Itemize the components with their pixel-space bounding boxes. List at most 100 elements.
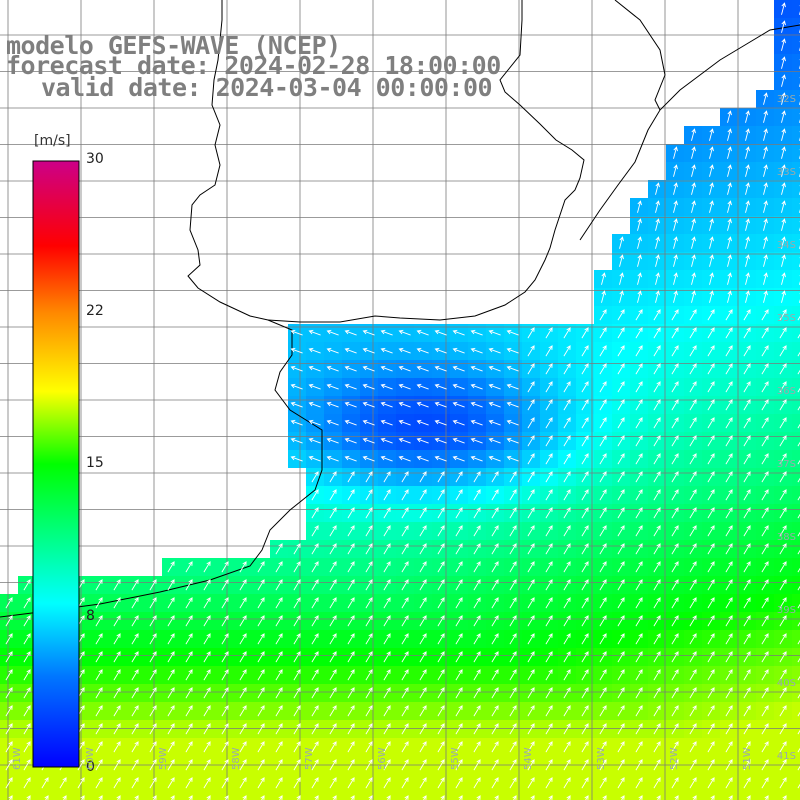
- wind-arrow: [653, 543, 661, 555]
- wind-arrow: [599, 705, 607, 717]
- wind-arrow: [779, 723, 787, 735]
- wind-arrow: [509, 615, 517, 627]
- wind-arrow: [257, 651, 265, 663]
- wind-arrow: [725, 507, 733, 519]
- wind-arrow: [709, 272, 714, 285]
- wind-arrow: [419, 525, 427, 537]
- wind-arrow: [473, 525, 481, 537]
- wind-arrow: [344, 437, 357, 444]
- wind-arrow: [599, 723, 607, 735]
- coastline-north: [267, 0, 585, 323]
- wind-arrow: [709, 236, 714, 249]
- wind-arrow: [494, 795, 499, 800]
- wind-arrow: [745, 164, 750, 177]
- wind-arrow: [671, 723, 679, 735]
- wind-arrow: [527, 489, 535, 501]
- wind-arrow: [416, 455, 429, 462]
- wind-arrow: [709, 200, 714, 213]
- wind-arrow: [689, 723, 697, 735]
- wind-arrow: [599, 615, 607, 627]
- wind-arrow: [473, 705, 481, 717]
- wind-arrow: [689, 417, 697, 429]
- wind-arrow: [707, 615, 715, 627]
- wind-arrow: [5, 723, 13, 735]
- wind-arrow: [185, 687, 193, 699]
- wind-arrow: [275, 633, 283, 645]
- wind-arrow: [707, 471, 715, 483]
- wind-arrow: [455, 525, 463, 537]
- wind-arrow: [95, 633, 103, 645]
- wind-arrow: [383, 597, 391, 609]
- wind-arrow: [527, 399, 535, 411]
- wind-arrow: [380, 437, 393, 444]
- wind-arrow: [599, 327, 607, 339]
- wind-arrow: [671, 759, 679, 771]
- wind-arrow: [671, 597, 679, 609]
- wind-cell: [792, 630, 800, 648]
- wind-arrow: [293, 597, 301, 609]
- wind-arrow: [434, 419, 447, 426]
- wind-arrow: [455, 579, 463, 591]
- wind-arrow: [437, 759, 445, 771]
- wind-arrow: [380, 329, 393, 336]
- wind-arrow: [727, 164, 732, 177]
- wind-arrow: [671, 669, 679, 681]
- wind-arrow: [401, 615, 409, 627]
- wind-arrow: [113, 615, 121, 627]
- wind-arrow: [527, 705, 535, 717]
- wind-arrow: [707, 651, 715, 663]
- wind-arrow: [635, 669, 643, 681]
- wind-cell: [702, 792, 720, 800]
- wind-arrow: [422, 795, 427, 800]
- wind-arrow: [509, 633, 517, 645]
- wind-arrow: [383, 471, 391, 483]
- wind-arrow: [401, 489, 409, 501]
- wind-arrow: [8, 795, 13, 800]
- wind-arrow: [509, 561, 517, 573]
- wind-arrow: [167, 759, 175, 771]
- wind-arrow: [673, 254, 678, 267]
- wind-arrow: [167, 651, 175, 663]
- wind-arrow: [779, 687, 787, 699]
- wind-arrow: [419, 615, 427, 627]
- wind-arrow: [743, 471, 751, 483]
- wind-arrow: [545, 363, 553, 375]
- wind-arrow: [727, 236, 732, 249]
- wind-arrow: [401, 705, 409, 717]
- wind-arrow: [655, 254, 660, 267]
- wind-arrow: [326, 401, 339, 408]
- wind-arrow: [23, 597, 31, 609]
- wind-arrow: [761, 759, 769, 771]
- wind-arrow: [455, 489, 463, 501]
- wind-arrow: [311, 651, 319, 663]
- wind-arrow: [671, 453, 679, 465]
- wind-arrow: [635, 597, 643, 609]
- wind-arrow: [275, 705, 283, 717]
- wind-arrow: [491, 615, 499, 627]
- wind-arrow: [470, 419, 483, 426]
- wind-arrow: [655, 272, 660, 285]
- wind-arrow: [781, 236, 786, 249]
- longitude-label: 55W: [450, 747, 461, 770]
- wind-arrow: [779, 471, 787, 483]
- wind-arrow: [437, 597, 445, 609]
- wind-arrow: [797, 459, 800, 465]
- wind-arrow: [5, 777, 13, 789]
- wind-arrow: [563, 687, 571, 699]
- wind-arrow: [689, 327, 697, 339]
- wind-arrow: [653, 471, 661, 483]
- wind-arrow: [761, 651, 769, 663]
- wind-arrow: [781, 2, 786, 15]
- wind-arrow: [563, 489, 571, 501]
- wind-arrow: [452, 455, 465, 462]
- wind-arrow: [185, 741, 193, 753]
- wind-arrow: [709, 254, 714, 267]
- wind-arrow: [491, 705, 499, 717]
- wind-arrow: [470, 329, 483, 336]
- wind-arrow: [743, 543, 751, 555]
- wind-arrow: [527, 435, 535, 447]
- wind-arrow: [401, 597, 409, 609]
- wind-arrow: [506, 437, 519, 444]
- wind-arrow: [743, 633, 751, 645]
